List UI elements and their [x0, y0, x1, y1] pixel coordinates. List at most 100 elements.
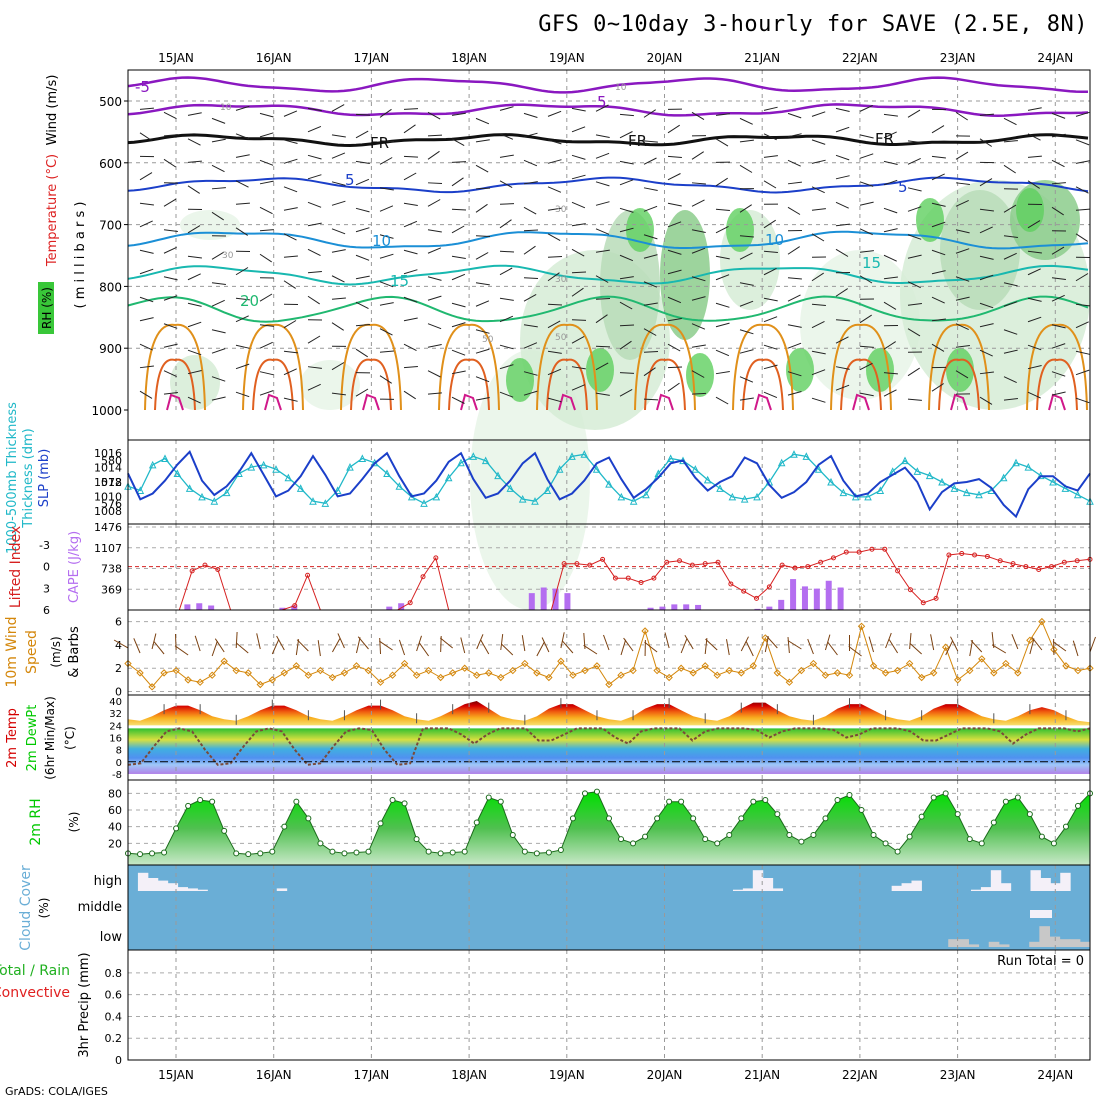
wind-barb — [883, 179, 898, 186]
wind-barb — [523, 390, 538, 396]
wind-barb-10m — [740, 636, 749, 652]
day-label-bottom: 20JAN — [647, 1068, 683, 1082]
panel-ylabel: Lifted Index — [8, 526, 24, 608]
rh-point — [353, 849, 360, 856]
wind-barb — [451, 273, 466, 281]
temp-contour-25 — [144, 323, 206, 411]
cape-bar — [766, 606, 773, 610]
rh-point — [810, 832, 817, 838]
wind-barb — [859, 104, 873, 112]
contour-label: -5 — [135, 78, 150, 96]
precip-tick: 0.2 — [105, 1032, 123, 1045]
wind-barb-10m — [560, 632, 565, 649]
wind-speed-point — [569, 671, 577, 679]
contour-label: 5 — [345, 171, 355, 189]
wind-barb — [691, 247, 706, 254]
wind-barb — [739, 329, 754, 335]
panel-ylabel: 2m DewPt — [25, 705, 40, 772]
wind-barb — [763, 316, 778, 323]
li-point — [625, 575, 631, 581]
temp-contour-25 — [340, 323, 402, 411]
wind-barb — [571, 287, 584, 297]
wind-barb — [595, 275, 609, 283]
wind-barb — [547, 350, 562, 354]
wind-speed-point — [220, 657, 228, 665]
wind-barb — [379, 253, 394, 259]
panel-ylabel: (m/s) — [49, 636, 63, 667]
wind-barb-10m — [644, 641, 658, 653]
wind-barb — [139, 365, 154, 369]
wind-barb — [691, 296, 706, 301]
wind-barb — [643, 187, 658, 191]
wind-barb-10m — [745, 641, 754, 657]
rh-point — [209, 798, 216, 805]
cape-bar — [778, 599, 785, 610]
wind-speed-point — [148, 683, 156, 691]
wind-barb — [307, 248, 321, 257]
wind-barb — [523, 324, 538, 328]
wind-barb-10m — [521, 635, 526, 652]
contour-label: 15 — [390, 272, 409, 290]
wind-barb — [787, 391, 802, 396]
wind-speed-point — [725, 666, 733, 675]
wind-barb — [427, 134, 443, 137]
wind-barb — [571, 126, 586, 133]
cape-bar — [671, 604, 678, 610]
wind-barb — [1027, 391, 1041, 399]
temp-contour-25 — [732, 323, 794, 411]
thickness-point — [1061, 484, 1070, 492]
wind-speed-point — [749, 662, 758, 670]
rh-point — [401, 800, 408, 807]
wind-speed-point — [400, 659, 409, 668]
wind-barb — [163, 111, 177, 120]
cloud-bar-high — [1000, 883, 1012, 891]
wind-barb — [547, 186, 562, 193]
wind-barb — [859, 228, 873, 236]
wind-barb — [283, 350, 298, 354]
wind-barb — [787, 181, 802, 185]
wind-barb — [379, 234, 394, 239]
wind-barb — [691, 276, 706, 282]
wind-speed-point — [929, 669, 938, 677]
wind-barb-10m — [603, 634, 610, 651]
wind-barb — [907, 328, 921, 337]
wind-barb — [283, 255, 298, 258]
wind-barb — [739, 235, 754, 238]
ylabel-millibars: ( m i l l i b a r s ) — [73, 202, 88, 309]
wind-barb — [355, 388, 369, 397]
li-point — [972, 552, 978, 558]
contour-label: 30 — [555, 205, 567, 215]
temp-contour-35 — [950, 393, 968, 411]
wind-barb — [595, 181, 610, 187]
panel-ylabel: 3hr Precip (mm) — [77, 952, 92, 1057]
li-point — [600, 556, 606, 562]
contour-label: 10 — [220, 103, 232, 113]
rh-point — [786, 832, 793, 838]
wind-barb-10m — [500, 643, 514, 656]
wind-barb — [979, 371, 994, 375]
wind-barb — [739, 164, 753, 173]
rh-point — [377, 820, 384, 827]
wind-barb — [1075, 397, 1090, 404]
panel-ylabel: Speed — [24, 630, 40, 674]
wind-barb — [259, 206, 273, 215]
li-point — [612, 575, 618, 581]
cloud-bar-low — [1069, 939, 1081, 947]
wind-barb — [811, 350, 826, 355]
thickness-tick: 578 — [101, 476, 122, 489]
rh-point — [822, 815, 829, 822]
rh-point — [329, 848, 336, 855]
wind-barb — [1051, 371, 1066, 377]
wind-barb — [859, 250, 874, 253]
wind-barb — [691, 229, 706, 233]
panel-ylabel: 10m Wind — [4, 616, 20, 687]
wind-barb-10m — [379, 640, 393, 651]
rh-point — [774, 811, 781, 818]
wind-barb — [1027, 107, 1042, 111]
y-tick-label: 600 — [99, 157, 122, 171]
wind-speed-point — [773, 669, 782, 677]
wind-barb — [139, 343, 153, 351]
wind-barb — [595, 201, 610, 206]
wind-barb — [1051, 343, 1066, 349]
thickness-point — [259, 460, 268, 469]
